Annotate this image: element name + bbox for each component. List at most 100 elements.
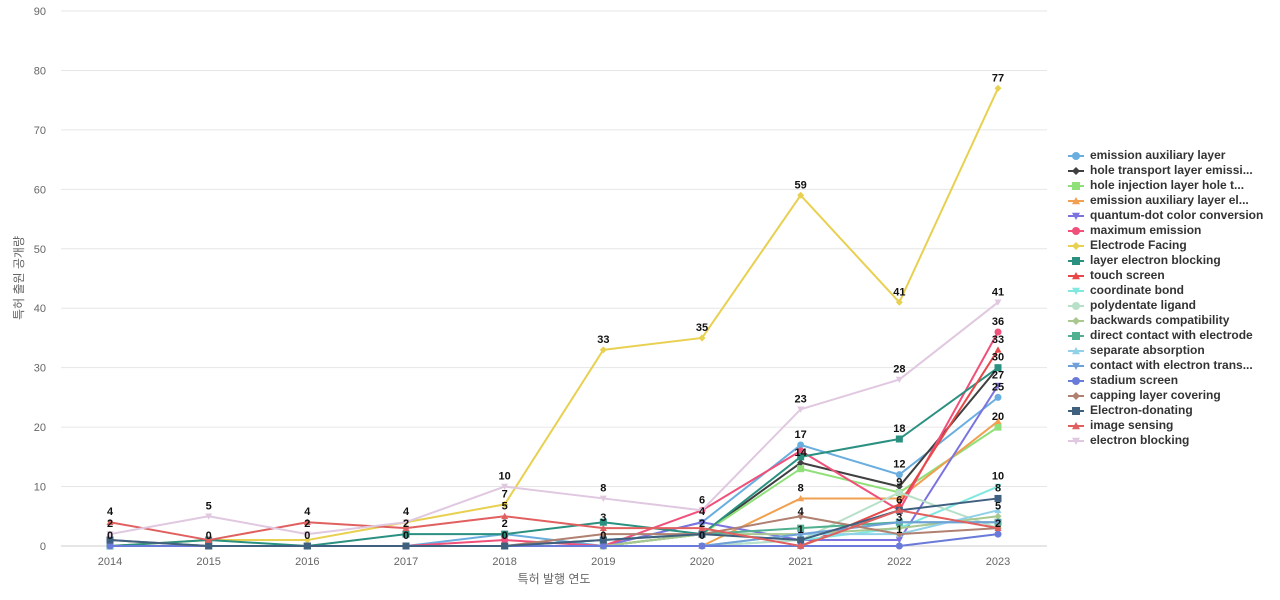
data-label: 4 (107, 506, 114, 518)
legend-swatch (1068, 406, 1084, 415)
x-tick-label: 2020 (690, 556, 714, 568)
data-point (698, 507, 706, 514)
data-point (501, 536, 509, 544)
data-label: 0 (206, 530, 212, 542)
x-tick-label: 2023 (986, 556, 1010, 568)
data-label: 2 (995, 518, 1001, 530)
data-label: 10 (992, 471, 1004, 483)
legend-swatch-marker (1072, 151, 1080, 160)
data-label: 9 (896, 477, 902, 489)
legend-label: hole injection layer hole t... (1090, 178, 1245, 192)
data-label: 4 (699, 506, 706, 518)
data-point (895, 542, 903, 550)
legend-item[interactable]: backwards compatibility (1068, 313, 1263, 328)
data-point (994, 494, 1002, 502)
data-point (994, 519, 1002, 526)
data-labels: 4205042042010752033830356420592317148414… (107, 72, 1004, 542)
series-line (110, 485, 999, 547)
legend-item[interactable]: touch screen (1068, 268, 1263, 283)
legend-item[interactable]: emission auxiliary layer el... (1068, 193, 1263, 208)
data-point (994, 530, 1002, 538)
legend-item[interactable]: capping layer covering (1068, 388, 1263, 403)
legend-label: polydentate ligand (1090, 298, 1197, 312)
y-axis-ticks: 0 10 20 30 40 50 60 70 80 90 (34, 6, 46, 553)
data-point (106, 518, 114, 526)
legend-item[interactable]: emission auxiliary layer (1068, 148, 1263, 163)
legend-swatch (1068, 362, 1084, 370)
legend-item[interactable]: Electron-donating (1068, 403, 1263, 418)
data-point (895, 435, 903, 443)
data-label: 12 (893, 459, 905, 471)
data-point (994, 299, 1002, 306)
data-label: 8 (600, 482, 606, 494)
data-point (797, 465, 805, 473)
legend-swatch-marker (1072, 437, 1080, 445)
data-label: 17 (795, 429, 807, 441)
data-point (994, 512, 1002, 520)
data-point (303, 542, 311, 550)
legend-item[interactable]: Electrode Facing (1068, 238, 1263, 253)
data-point (895, 519, 903, 526)
legend-item[interactable]: polydentate ligand (1068, 298, 1263, 313)
data-label: 27 (992, 370, 1004, 382)
data-point (599, 495, 607, 502)
legend-swatch (1068, 287, 1084, 295)
data-label: 4 (304, 506, 311, 518)
legend-item[interactable]: separate absorption (1068, 343, 1263, 358)
legend-swatch-marker (1072, 226, 1080, 235)
data-label: 23 (795, 393, 807, 405)
legend-item[interactable]: layer electron blocking (1068, 253, 1263, 268)
data-point (994, 393, 1002, 401)
legend-item[interactable]: coordinate bond (1068, 283, 1263, 298)
data-point (994, 364, 1002, 372)
legend-swatch (1068, 391, 1084, 400)
data-label: 2 (699, 518, 705, 530)
y-tick-label: 90 (34, 6, 46, 18)
data-label: 41 (893, 286, 905, 298)
data-point (501, 500, 509, 508)
data-label: 30 (992, 352, 1004, 364)
data-point (205, 536, 213, 543)
x-tick-label: 2017 (394, 556, 418, 568)
legend-item[interactable]: maximum emission (1068, 223, 1263, 238)
y-axis-label: 특허 출원 공개량 (12, 236, 26, 320)
x-axis-label: 특허 발행 연도 (518, 571, 591, 586)
x-tick-label: 2015 (196, 556, 220, 568)
legend-label: coordinate bond (1090, 283, 1184, 297)
data-label: 5 (206, 500, 212, 512)
legend-item[interactable]: hole transport layer emissi... (1068, 163, 1263, 178)
legend-item[interactable]: hole injection layer hole t... (1068, 178, 1263, 193)
legend-swatch-marker (1072, 196, 1080, 204)
legend-item[interactable]: image sensing (1068, 418, 1263, 433)
legend-swatch (1068, 301, 1084, 310)
legend-label: quantum-dot color conversion (1090, 208, 1264, 222)
legend-item[interactable]: quantum-dot color conversion (1068, 208, 1263, 223)
data-point (895, 494, 903, 502)
legend-label: electron blocking (1090, 433, 1190, 447)
series-line (110, 349, 999, 547)
data-point (994, 423, 1002, 431)
data-label: 2 (502, 518, 508, 530)
x-axis-ticks: 2014 2015 2016 2017 2018 2019 2020 2021 2022 2023 (98, 556, 1010, 568)
legend-item[interactable]: stadium screen (1068, 373, 1263, 388)
legend-swatch-marker (1072, 287, 1080, 295)
legend-swatch (1068, 226, 1084, 235)
legend-item[interactable]: electron blocking (1068, 433, 1263, 448)
data-label: 8 (798, 482, 804, 494)
series-6 (106, 328, 1002, 550)
series-line (109, 497, 999, 547)
data-label: 18 (893, 423, 905, 435)
data-point (994, 524, 1002, 531)
legend-item[interactable]: contact with electron trans... (1068, 358, 1263, 373)
legend-swatch-marker (1072, 406, 1080, 415)
data-label: 0 (304, 530, 310, 542)
legend-item[interactable]: direct contact with electrode (1068, 328, 1263, 343)
data-point (797, 191, 805, 199)
legend-swatch-marker (1072, 331, 1080, 340)
data-point (599, 346, 607, 354)
y-tick-label: 40 (34, 303, 46, 315)
data-point (994, 506, 1002, 514)
legend-swatch-marker (1072, 271, 1080, 279)
data-point (895, 483, 903, 491)
data-label: 1 (798, 524, 804, 536)
